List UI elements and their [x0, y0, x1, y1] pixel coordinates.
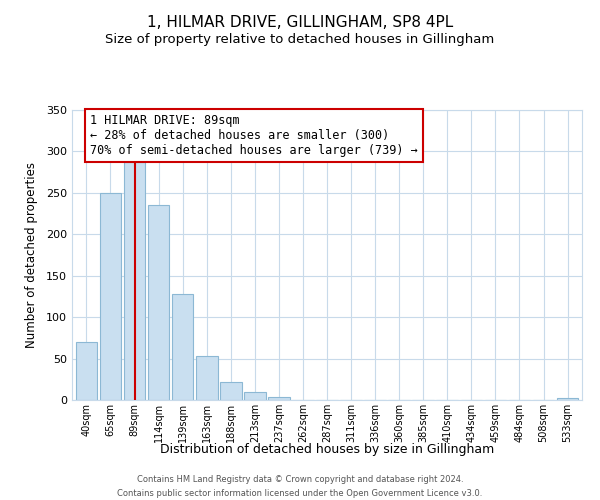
Bar: [268, 396, 290, 400]
Bar: [172, 294, 193, 400]
Bar: [76, 342, 97, 400]
Bar: [148, 206, 169, 400]
Bar: [124, 162, 145, 400]
Bar: [196, 356, 218, 400]
Bar: [557, 398, 578, 400]
Text: 1 HILMAR DRIVE: 89sqm
← 28% of detached houses are smaller (300)
70% of semi-det: 1 HILMAR DRIVE: 89sqm ← 28% of detached …: [90, 114, 418, 157]
Bar: [220, 382, 242, 400]
Bar: [244, 392, 266, 400]
Text: Size of property relative to detached houses in Gillingham: Size of property relative to detached ho…: [106, 32, 494, 46]
Y-axis label: Number of detached properties: Number of detached properties: [25, 162, 38, 348]
Text: 1, HILMAR DRIVE, GILLINGHAM, SP8 4PL: 1, HILMAR DRIVE, GILLINGHAM, SP8 4PL: [147, 15, 453, 30]
Text: Distribution of detached houses by size in Gillingham: Distribution of detached houses by size …: [160, 442, 494, 456]
Bar: [100, 193, 121, 400]
Text: Contains HM Land Registry data © Crown copyright and database right 2024.
Contai: Contains HM Land Registry data © Crown c…: [118, 476, 482, 498]
